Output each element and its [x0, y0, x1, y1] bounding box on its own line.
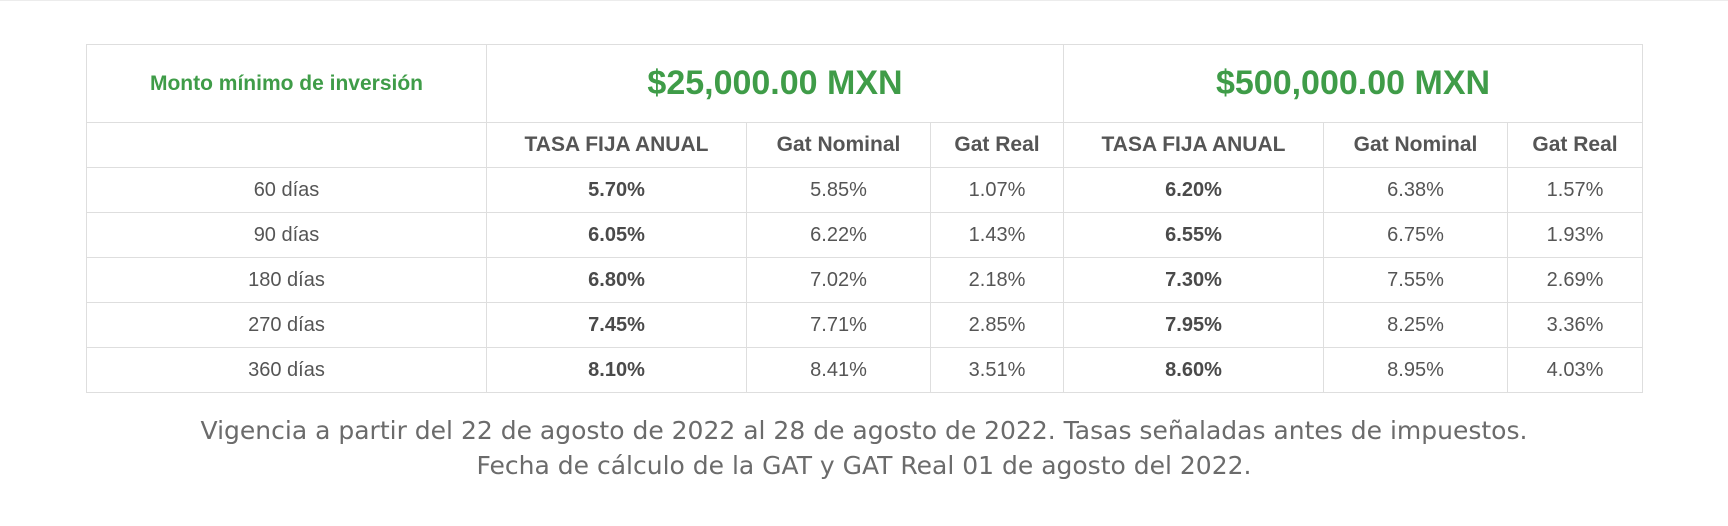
amount-group-1: $25,000.00 MXN [486, 44, 1064, 123]
rate-cell: 8.10% [486, 347, 747, 393]
column-header: Gat Real [930, 122, 1064, 168]
gat-nominal-cell: 5.85% [746, 167, 931, 213]
column-header: Gat Nominal [746, 122, 931, 168]
top-divider [0, 0, 1728, 1]
term-cell: 180 días [86, 257, 487, 303]
table-row: 360 días 8.10% 8.41% 3.51% 8.60% 8.95% 4… [86, 347, 1644, 393]
term-cell: 90 días [86, 212, 487, 258]
rate-cell: 7.45% [486, 302, 747, 348]
footnote-line-2: Fecha de cálculo de la GAT y GAT Real 01… [476, 451, 1252, 480]
term-cell: 270 días [86, 302, 487, 348]
gat-nominal-cell: 8.25% [1323, 302, 1508, 348]
gat-real-cell: 3.51% [930, 347, 1064, 393]
gat-nominal-cell: 7.02% [746, 257, 931, 303]
gat-real-cell: 3.36% [1506, 302, 1644, 348]
gat-nominal-cell: 8.95% [1323, 347, 1508, 393]
gat-nominal-cell: 8.41% [746, 347, 931, 393]
gat-real-cell: 1.93% [1506, 212, 1644, 258]
rate-cell: 6.55% [1063, 212, 1324, 258]
footnote-line-1: Vigencia a partir del 22 de agosto de 20… [200, 416, 1528, 445]
rate-cell: 7.95% [1063, 302, 1324, 348]
table-row: 270 días 7.45% 7.71% 2.85% 7.95% 8.25% 3… [86, 302, 1644, 348]
minimum-investment-label: Monto mínimo de inversión [86, 44, 487, 123]
rate-cell: 5.70% [486, 167, 747, 213]
gat-nominal-cell: 6.38% [1323, 167, 1508, 213]
table-row: 60 días 5.70% 5.85% 1.07% 6.20% 6.38% 1.… [86, 167, 1644, 213]
term-cell: 60 días [86, 167, 487, 213]
rate-cell: 6.80% [486, 257, 747, 303]
column-header: TASA FIJA ANUAL [486, 122, 747, 168]
gat-real-cell: 2.69% [1506, 257, 1644, 303]
gat-real-cell: 1.07% [930, 167, 1064, 213]
column-header: Gat Real [1506, 122, 1644, 168]
column-header: TASA FIJA ANUAL [1063, 122, 1324, 168]
rate-cell: 6.20% [1063, 167, 1324, 213]
amount-header-row: Monto mínimo de inversión $25,000.00 MXN… [86, 44, 1644, 123]
gat-real-cell: 2.85% [930, 302, 1064, 348]
term-header-empty [86, 122, 487, 168]
gat-nominal-cell: 7.55% [1323, 257, 1508, 303]
gat-real-cell: 2.18% [930, 257, 1064, 303]
term-cell: 360 días [86, 347, 487, 393]
gat-real-cell: 4.03% [1506, 347, 1644, 393]
gat-real-cell: 1.57% [1506, 167, 1644, 213]
column-header-row: TASA FIJA ANUAL Gat Nominal Gat Real TAS… [86, 122, 1644, 168]
rate-cell: 8.60% [1063, 347, 1324, 393]
investment-rates-table: Monto mínimo de inversión $25,000.00 MXN… [86, 44, 1644, 393]
table-row: 180 días 6.80% 7.02% 2.18% 7.30% 7.55% 2… [86, 257, 1644, 303]
rate-cell: 7.30% [1063, 257, 1324, 303]
gat-nominal-cell: 6.75% [1323, 212, 1508, 258]
validity-footnote: Vigencia a partir del 22 de agosto de 20… [0, 413, 1728, 483]
table-row: 90 días 6.05% 6.22% 1.43% 6.55% 6.75% 1.… [86, 212, 1644, 258]
gat-nominal-cell: 6.22% [746, 212, 931, 258]
rate-cell: 6.05% [486, 212, 747, 258]
gat-nominal-cell: 7.71% [746, 302, 931, 348]
gat-real-cell: 1.43% [930, 212, 1064, 258]
amount-group-2: $500,000.00 MXN [1062, 44, 1644, 123]
column-header: Gat Nominal [1323, 122, 1508, 168]
